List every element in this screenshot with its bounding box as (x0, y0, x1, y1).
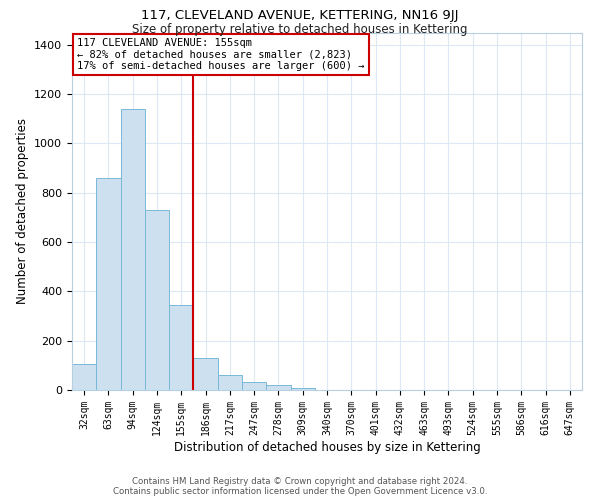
Bar (145, 210, 169, 390)
Bar (290, 388, 315, 390)
Bar (169, 305, 193, 390)
Text: 117 CLEVELAND AVENUE: 155sqm
← 82% of detached houses are smaller (2,823)
17% of: 117 CLEVELAND AVENUE: 155sqm ← 82% of de… (77, 38, 365, 71)
Bar (96, 178, 121, 390)
Bar (121, 109, 145, 390)
Bar (266, 385, 290, 390)
Y-axis label: Number of detached properties: Number of detached properties (16, 118, 29, 304)
Text: Size of property relative to detached houses in Kettering: Size of property relative to detached ho… (132, 22, 468, 36)
X-axis label: Distribution of detached houses by size in Kettering: Distribution of detached houses by size … (173, 440, 481, 454)
Bar (193, 358, 218, 390)
Text: 117, CLEVELAND AVENUE, KETTERING, NN16 9JJ: 117, CLEVELAND AVENUE, KETTERING, NN16 9… (141, 9, 459, 22)
Bar (242, 382, 266, 390)
Bar (218, 375, 242, 390)
Bar (72, 364, 96, 390)
Text: Contains HM Land Registry data © Crown copyright and database right 2024.
Contai: Contains HM Land Registry data © Crown c… (113, 476, 487, 496)
